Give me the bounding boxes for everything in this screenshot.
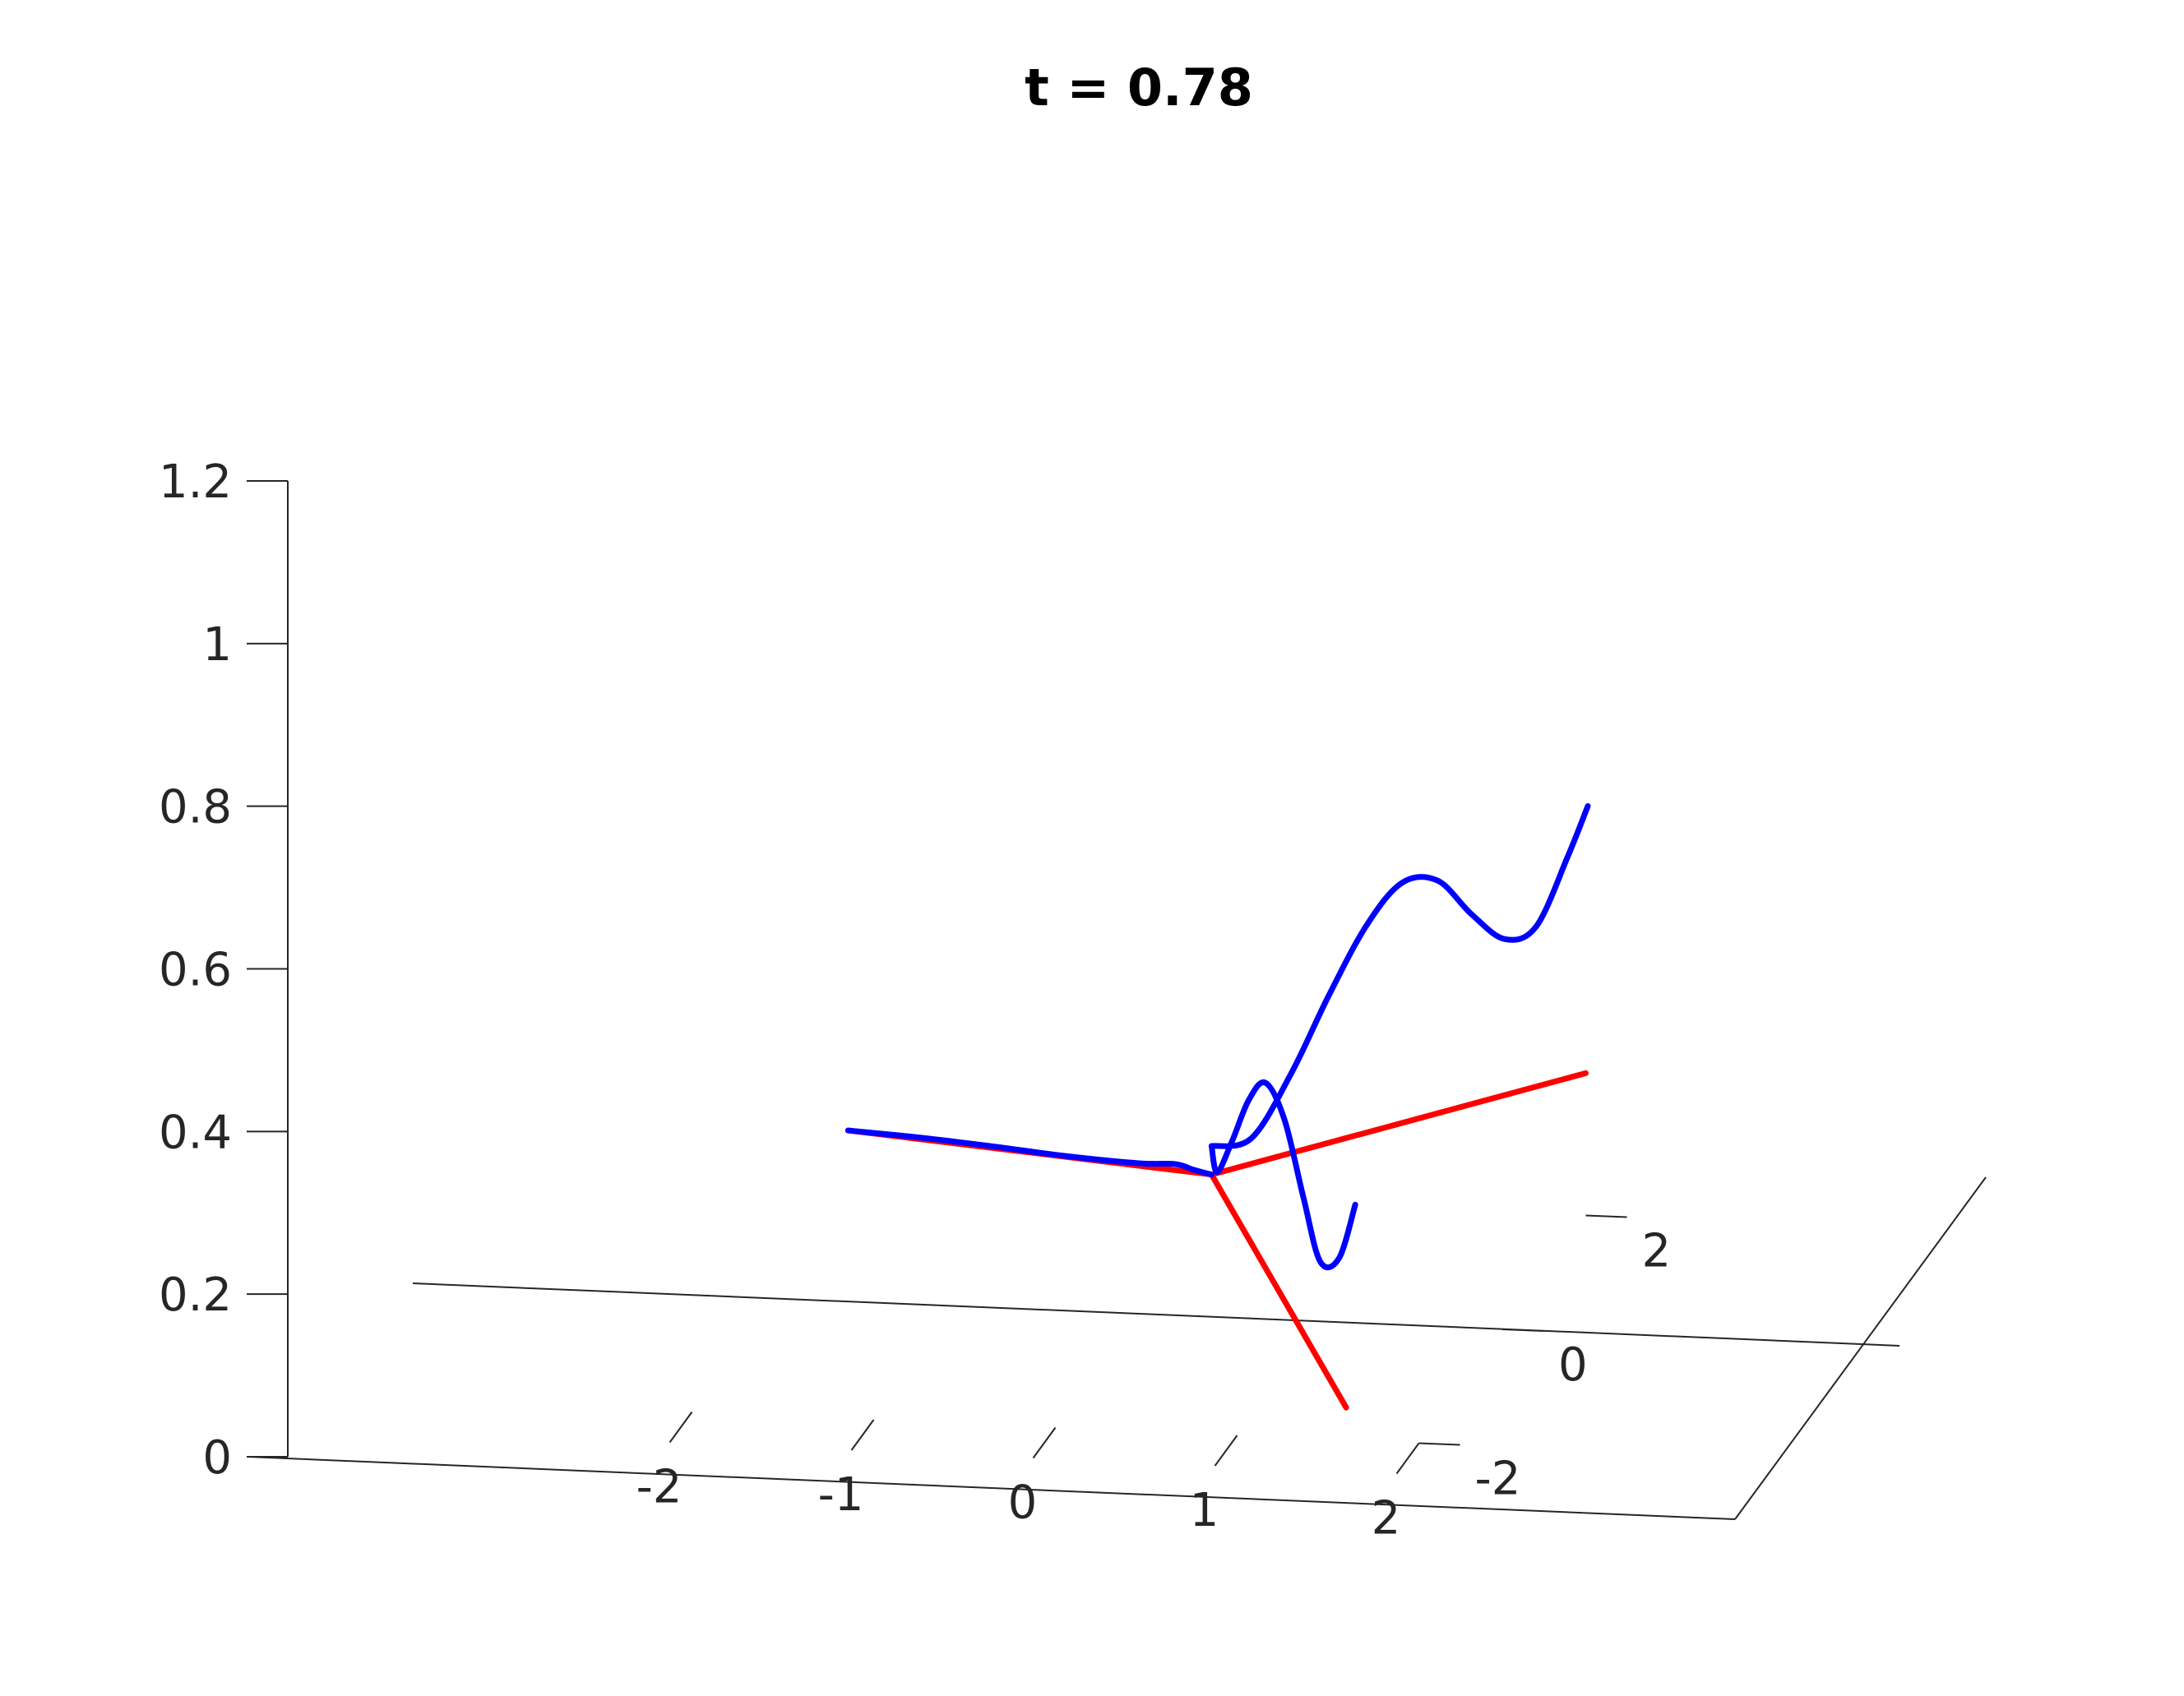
x-tick-label: 2 xyxy=(1372,1492,1401,1546)
x-axis-reference-line xyxy=(412,1282,1140,1315)
z-tick-label: 0.2 xyxy=(159,1269,232,1322)
y-tick-label: 2 xyxy=(1642,1225,1672,1278)
z-tick-label: 1.2 xyxy=(159,455,232,509)
reference-lines xyxy=(412,1282,1900,1347)
x-tick-mark xyxy=(669,1411,693,1444)
z-axis: 0 0.2 0.4 0.6 0.8 1 1.2 xyxy=(159,455,289,1485)
y-tick-label: 0 xyxy=(1558,1338,1588,1392)
z-tick-label: 0.8 xyxy=(159,781,232,834)
x-tick-mark xyxy=(1395,1442,1420,1475)
tangent-line-series xyxy=(1208,1171,1349,1411)
curve-series xyxy=(844,1127,1215,1178)
x-tick-label: -1 xyxy=(818,1468,864,1522)
y-axis: -2 0 2 xyxy=(1418,1176,1987,1520)
x-axis: -2 -1 0 1 2 xyxy=(248,1411,1736,1546)
x-tick-label: -2 xyxy=(636,1461,682,1514)
z-tick-label: 0.6 xyxy=(159,944,232,997)
z-tick-label: 0 xyxy=(202,1431,232,1485)
x-tick-label: 0 xyxy=(1008,1476,1038,1530)
tangent-line-series xyxy=(844,1070,1589,1178)
curve-series xyxy=(1208,802,1591,1149)
y-tick-label: -2 xyxy=(1475,1453,1521,1506)
x-tick-label: 1 xyxy=(1190,1484,1219,1537)
curve-series xyxy=(1208,1079,1358,1271)
y-axis-line xyxy=(1734,1176,1987,1520)
z-tick-label: 1 xyxy=(202,618,232,672)
x-axis-reference-line xyxy=(1138,1313,1900,1347)
x-tick-mark xyxy=(850,1419,875,1451)
x-tick-mark xyxy=(1032,1426,1057,1459)
y-tick-mark xyxy=(1418,1442,1460,1446)
x-axis-line xyxy=(248,1456,1736,1520)
z-tick-label: 0.4 xyxy=(159,1106,232,1159)
series-layer xyxy=(844,802,1591,1411)
chart-title: t = 0.78 xyxy=(1025,58,1253,118)
x-tick-mark xyxy=(1214,1435,1238,1467)
y-tick-mark xyxy=(1585,1214,1627,1218)
